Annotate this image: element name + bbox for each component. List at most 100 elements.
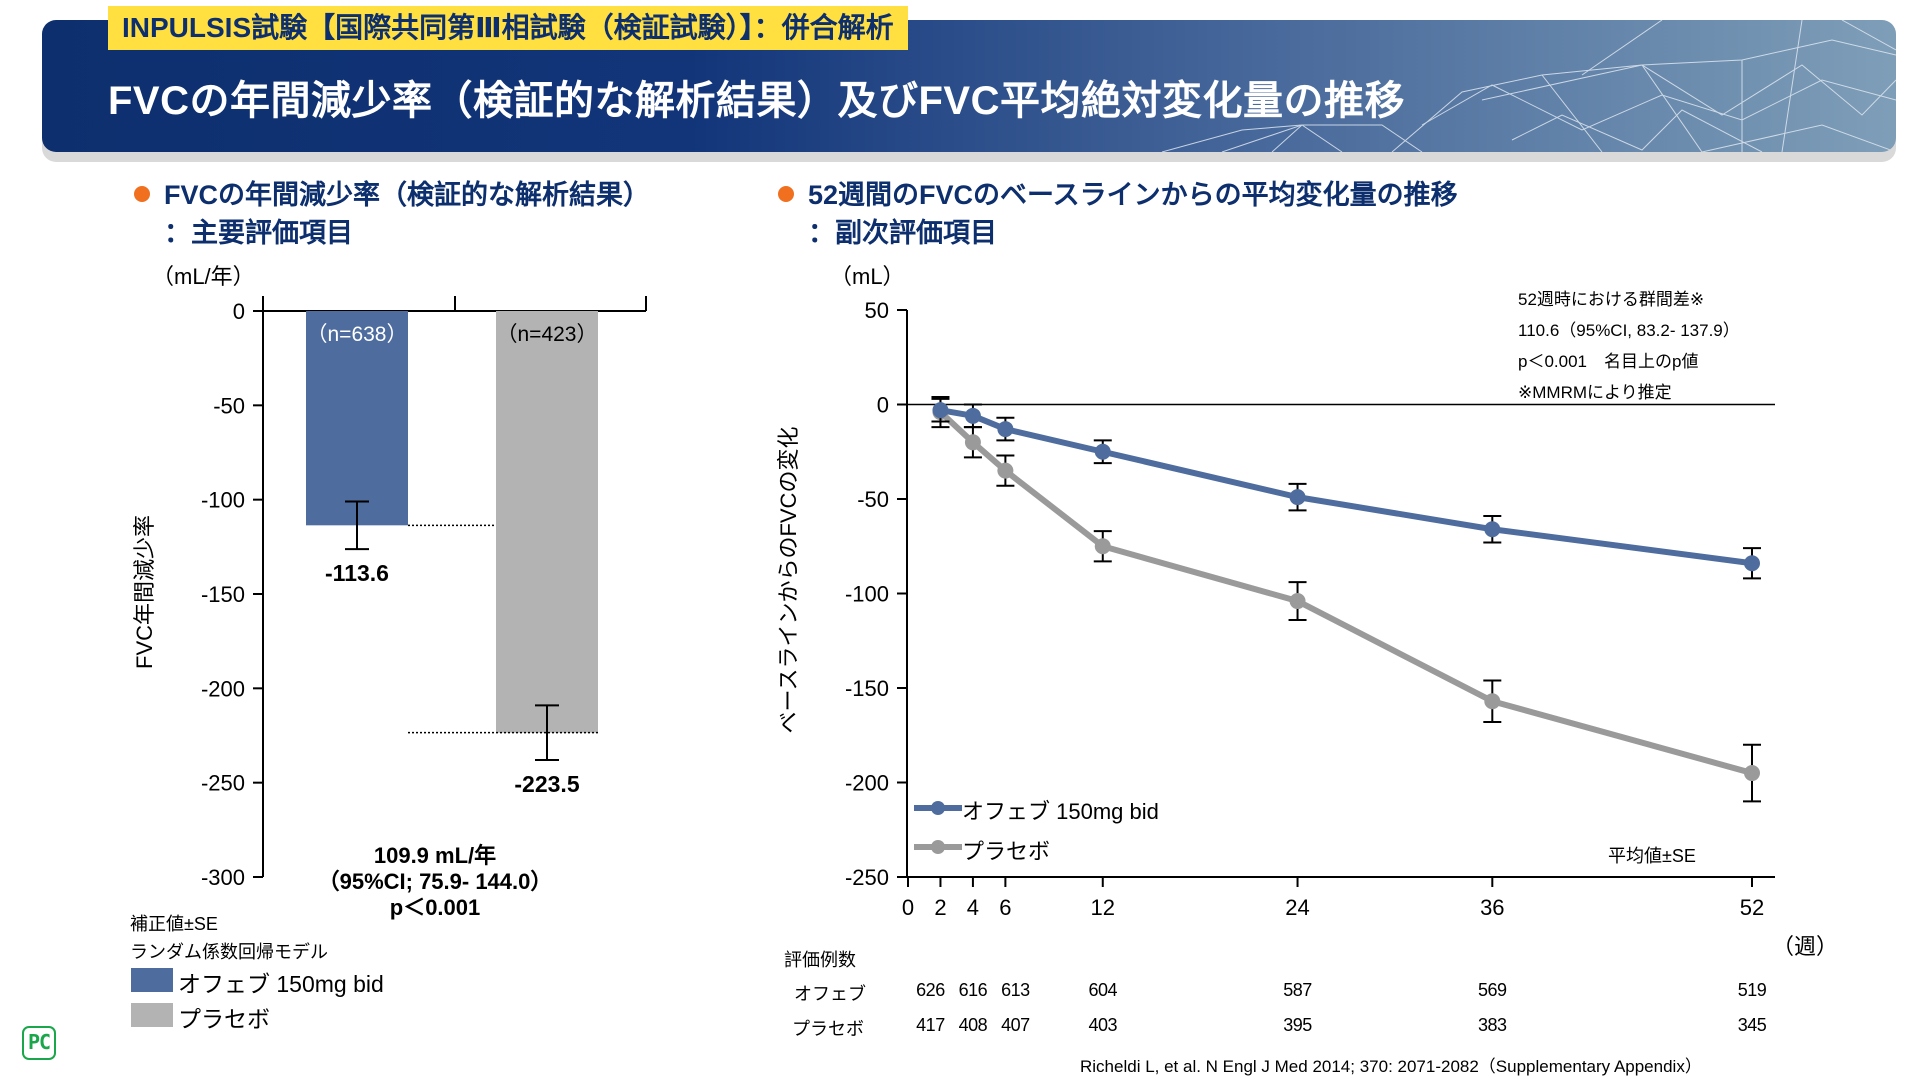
line-x-tick-label: 2 — [934, 895, 946, 920]
diff-p-value: p＜0.001 — [389, 895, 481, 920]
legend-marker-ofev-icon — [931, 801, 945, 815]
line-y-tick-label: 50 — [865, 298, 889, 323]
bar-y-tick-label: -100 — [201, 488, 245, 513]
bar-y-tick-label: 0 — [233, 299, 245, 324]
line-legend-label-ofev: オフェブ 150mg bid — [962, 799, 1159, 824]
line-chart-unit-label: （mL） — [830, 264, 905, 289]
orange-bullet-icon — [778, 186, 794, 202]
data-point — [932, 402, 949, 419]
annotation-line: 52週時における群間差※ — [1518, 290, 1705, 309]
legend-label-placebo: プラセボ — [178, 1006, 270, 1032]
line-chart-ylabel: ベースラインからのFVCの変化 — [776, 427, 801, 734]
left-section-title: FVCの年間減少率（検証的な解析結果） — [134, 176, 650, 214]
n-table-cell: 407 — [1001, 1015, 1030, 1035]
data-point — [1289, 489, 1306, 506]
line-x-tick-label: 6 — [999, 895, 1011, 920]
data-point — [1289, 593, 1306, 610]
data-point — [964, 434, 981, 451]
n-table-cell: 403 — [1088, 1015, 1118, 1035]
right-section-subtitle: ：副次評価項目 — [808, 218, 997, 248]
line-x-tick-label: 24 — [1285, 895, 1309, 920]
n-table-cell: 383 — [1478, 1015, 1507, 1035]
series-line — [939, 407, 1753, 567]
bar-chart-marks: （n=638） -113.6 （n=423） -223.5 — [306, 311, 598, 797]
data-point — [1484, 693, 1501, 710]
data-point — [1744, 555, 1760, 572]
data-point — [997, 462, 1014, 479]
n-table-cell: 626 — [916, 980, 945, 1000]
orange-bullet-icon — [134, 186, 150, 202]
n-table-row-label-placebo: プラセボ — [792, 1019, 864, 1039]
bar-y-tick-label: -250 — [201, 771, 245, 796]
n-table-cell: 519 — [1737, 980, 1767, 1000]
n-table-cell: 345 — [1737, 1015, 1767, 1035]
header-decoration-network — [1161, 20, 1896, 152]
mean-se-note: 平均値±SE — [1608, 846, 1696, 866]
line-x-tick-label: 4 — [967, 895, 979, 920]
line-x-tick-label: 12 — [1091, 895, 1115, 920]
group-difference-annotation: 52週時における群間差※ 110.6（95%CI, 83.2- 137.9） p… — [1518, 284, 1740, 408]
line-legend-label-placebo: プラセボ — [962, 839, 1051, 864]
line-x-tick-label: 0 — [902, 895, 914, 920]
annotation-line: 110.6（95%CI, 83.2- 137.9） — [1518, 321, 1740, 340]
fvc-change-line-chart: （mL） ベースラインからのFVCの変化 50 0 -50 -100 -150 -200 -… — [776, 264, 1838, 959]
page-title: FVCの年間減少率（検証的な解析結果）及びFVC平均絶対変化量の推移 — [108, 79, 1405, 123]
n-table-cell: 417 — [916, 1015, 945, 1035]
bar — [306, 311, 408, 526]
n-table-cell: 395 — [1283, 1015, 1312, 1035]
n-table-row-label-ofev: オフェブ — [794, 984, 866, 1004]
line-x-tick-label: 36 — [1480, 895, 1504, 920]
n-table-title: 評価例数 — [784, 950, 856, 970]
line-y-tick-label: -100 — [845, 582, 889, 607]
data-point — [1094, 538, 1111, 555]
bar-n-label: （n=423） — [497, 323, 598, 346]
left-title-line1: FVCの年間減少率（検証的な解析結果） — [164, 180, 650, 210]
annotation-line: ※MMRMにより推定 — [1518, 383, 1672, 402]
n-table-cell: 569 — [1478, 980, 1507, 1000]
annotation-line: p＜0.001 名目上のp値 — [1518, 352, 1699, 371]
bar-n-label: （n=638） — [307, 323, 408, 346]
annual-decline-bar-chart: （mL/年） FVC年間減少率 0 -50 -100 -150 -200 -250 -300… — [132, 264, 647, 890]
n-table-cell: 604 — [1088, 980, 1118, 1000]
pc-logo-icon: PC — [22, 1026, 56, 1060]
line-y-tick-label: 0 — [877, 393, 889, 418]
line-chart-xlabel: （週） — [1772, 934, 1838, 959]
n-table-cell: 587 — [1283, 980, 1312, 1000]
bar — [496, 311, 598, 733]
line-x-tick-label: 52 — [1740, 895, 1764, 920]
n-table-cell: 613 — [1001, 980, 1030, 1000]
bar-value-label: -223.5 — [514, 771, 579, 797]
line-y-tick-label: -150 — [845, 676, 889, 701]
data-point — [997, 421, 1014, 438]
right-section-title: 52週間のFVCのベースラインからの平均変化量の推移 — [778, 176, 1458, 214]
right-title-line1: 52週間のFVCのベースラインからの平均変化量の推移 — [808, 180, 1458, 210]
legend-marker-placebo-icon — [931, 840, 945, 854]
citation: Richeldi L, et al. N Engl J Med 2014; 37… — [1080, 1057, 1702, 1076]
series-line — [938, 409, 1753, 776]
model-note: ランダム係数回帰モデル — [130, 942, 328, 962]
line-chart-marks — [931, 395, 1761, 803]
bar-value-label: -113.6 — [325, 560, 389, 586]
study-subtitle: INPULSIS試験【国際共同第Ⅲ相試験（検証試験）】：併合解析 — [108, 6, 908, 50]
diff-ci: （95%CI; 75.9- 144.0） — [317, 869, 553, 894]
legend-label-ofev: オフェブ 150mg bid — [178, 971, 384, 997]
data-point — [1484, 521, 1501, 538]
n-table-cell: 616 — [958, 980, 988, 1000]
bar-y-tick-label: -150 — [201, 582, 245, 607]
bar-y-tick-label: -200 — [201, 676, 245, 701]
line-legend-markers — [914, 801, 962, 854]
bar-y-tick-label: -50 — [213, 393, 245, 418]
line-y-tick-label: -50 — [857, 487, 889, 512]
adjusted-se-note: 補正値±SE — [130, 914, 218, 934]
data-point — [1094, 443, 1111, 460]
legend-swatch-ofev-icon — [131, 968, 173, 992]
bar-y-tick-label: -300 — [201, 865, 245, 890]
line-y-tick-label: -200 — [845, 771, 889, 796]
n-table-cell: 408 — [958, 1015, 988, 1035]
diff-value: 109.9 mL/年 — [373, 843, 497, 868]
bar-chart-unit-label: （mL/年） — [152, 264, 255, 289]
left-section-subtitle: ：主要評価項目 — [164, 218, 353, 248]
legend-swatch-placebo-icon — [131, 1003, 173, 1027]
bar-chart-ylabel: FVC年間減少率 — [132, 515, 157, 669]
